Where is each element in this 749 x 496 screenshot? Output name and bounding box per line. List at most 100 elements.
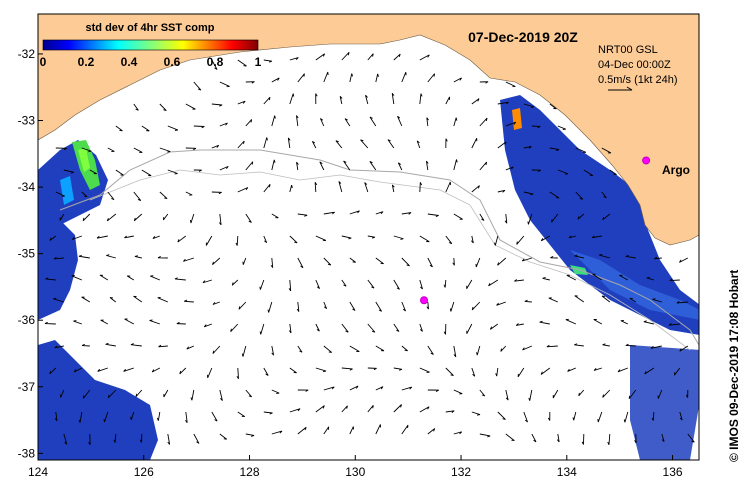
current-arrow	[323, 345, 333, 353]
current-arrow	[505, 121, 517, 127]
current-arrow	[341, 367, 353, 371]
x-tick-label: 136	[663, 465, 683, 479]
colorbar-label: std dev of 4hr SST comp	[86, 22, 215, 34]
current-arrow	[185, 191, 193, 196]
info-block: NRT00 GSL 04-Dec 00:00Z 0.5m/s (1kt 24h)	[598, 44, 677, 91]
land-mass	[38, 14, 699, 246]
current-arrow	[375, 257, 384, 265]
current-arrow	[323, 386, 335, 391]
current-arrow	[593, 319, 603, 325]
y-tick-label: -32	[18, 47, 36, 61]
current-arrow	[479, 433, 491, 438]
current-arrow	[516, 235, 525, 245]
current-arrow	[263, 137, 268, 149]
current-arrow	[245, 433, 255, 437]
current-arrow	[124, 235, 134, 239]
current-arrow	[271, 389, 280, 394]
current-arrow	[609, 169, 617, 176]
current-arrow	[528, 389, 533, 401]
current-arrow	[505, 166, 514, 171]
current-arrow	[206, 367, 213, 378]
current-arrow	[103, 411, 109, 423]
current-arrow	[344, 118, 351, 127]
current-arrow	[63, 169, 74, 174]
colorbar-tick-label: 0.2	[78, 55, 95, 69]
current-arrow	[81, 191, 88, 198]
current-arrow	[219, 81, 230, 88]
current-arrow	[521, 257, 532, 262]
current-arrow	[445, 138, 448, 149]
current-arrow	[263, 411, 273, 415]
current-arrow	[183, 257, 194, 262]
current-arrow	[466, 279, 473, 289]
current-arrow	[193, 169, 202, 172]
current-arrow	[427, 257, 433, 268]
current-arrow	[416, 140, 421, 149]
current-arrow	[549, 147, 560, 151]
current-arrow	[393, 53, 401, 61]
current-arrow	[471, 367, 476, 377]
map-title: 07-Dec-2019 20Z	[468, 29, 578, 45]
current-arrow	[443, 279, 447, 288]
current-arrow	[550, 256, 558, 259]
current-arrow	[107, 389, 117, 399]
current-arrow	[673, 367, 681, 376]
current-arrow	[445, 410, 455, 413]
current-arrow	[271, 159, 276, 171]
current-arrow	[527, 213, 533, 225]
current-arrow	[323, 71, 329, 83]
current-arrow	[505, 389, 509, 401]
current-arrow	[49, 235, 57, 241]
current-arrow	[288, 323, 292, 334]
current-arrow	[71, 235, 82, 240]
current-arrow	[419, 323, 423, 332]
current-arrow	[271, 345, 275, 356]
current-arrow	[445, 367, 454, 377]
current-arrow	[319, 118, 325, 127]
current-arrow	[133, 147, 143, 153]
current-arrow	[393, 279, 400, 290]
current-arrow	[531, 169, 541, 172]
x-tick-label: 134	[557, 465, 577, 479]
current-arrow	[133, 213, 143, 222]
current-arrow	[289, 408, 301, 413]
colorbar: std dev of 4hr SST comp 0 0.2 0.4 0.6 0.8 1	[40, 22, 262, 69]
argo-float-marker	[420, 296, 429, 305]
current-arrow	[184, 299, 194, 303]
current-arrow	[523, 411, 528, 423]
current-arrow	[476, 345, 481, 356]
current-arrow	[375, 211, 384, 215]
current-arrow	[237, 140, 245, 149]
current-arrow	[601, 147, 612, 154]
current-arrow	[679, 257, 689, 263]
current-arrow	[367, 405, 374, 413]
current-arrow	[652, 298, 662, 303]
colorbar-tick-label: 0.8	[207, 55, 224, 69]
current-arrow	[375, 386, 384, 391]
current-arrow	[323, 426, 330, 435]
current-arrow	[419, 54, 430, 61]
current-arrow	[401, 345, 408, 352]
current-arrow	[567, 367, 576, 372]
y-tick-label: -36	[18, 313, 36, 327]
current-arrow	[531, 433, 537, 443]
current-arrow	[174, 277, 186, 281]
current-arrow	[54, 411, 58, 422]
current-arrow	[296, 301, 300, 312]
current-arrow	[349, 426, 354, 435]
current-arrow	[245, 213, 252, 223]
current-arrow	[263, 59, 273, 63]
current-arrow	[271, 430, 283, 435]
current-arrow	[126, 275, 135, 281]
current-arrow	[419, 235, 430, 243]
current-arrow	[59, 389, 65, 398]
current-arrow	[341, 235, 352, 240]
current-arrow	[259, 279, 265, 290]
current-arrow	[591, 235, 602, 239]
current-arrow	[497, 101, 509, 105]
current-arrow	[270, 257, 274, 268]
current-arrow	[575, 147, 587, 154]
current-arrow	[219, 122, 228, 127]
current-arrow	[592, 273, 603, 281]
